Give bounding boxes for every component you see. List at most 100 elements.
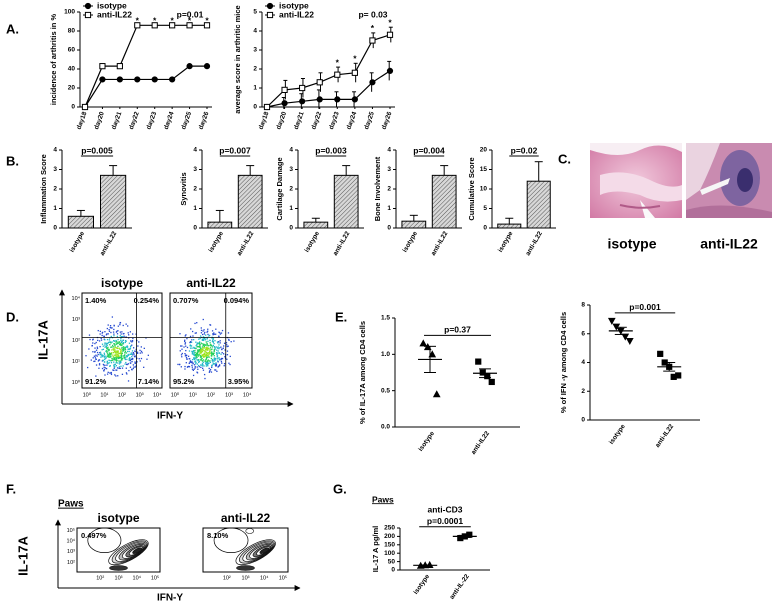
event-dot xyxy=(228,339,230,342)
event-dot xyxy=(215,365,217,367)
event-dot xyxy=(94,356,97,358)
event-dot xyxy=(116,369,118,371)
event-dot xyxy=(106,364,108,366)
event-dot xyxy=(109,356,111,358)
marker xyxy=(299,84,306,92)
y-tick-label: 10⁴ xyxy=(67,538,76,545)
event-dot xyxy=(126,346,129,348)
y-tick-label: 250 xyxy=(384,525,395,532)
x-tick-label: day24 xyxy=(163,111,176,131)
event-dot xyxy=(115,369,117,371)
event-dot xyxy=(207,345,209,347)
event-dot xyxy=(116,342,119,344)
event-dot xyxy=(218,331,220,333)
event-dot xyxy=(194,332,196,334)
event-dot xyxy=(205,356,207,358)
event-dot xyxy=(216,349,218,351)
event-dot xyxy=(203,355,205,357)
event-dot xyxy=(117,338,119,341)
event-dot xyxy=(185,357,188,359)
event-dot xyxy=(114,359,116,361)
y-tick-label: 40 xyxy=(68,66,76,73)
annotation: p=0.02 xyxy=(511,145,538,155)
event-dot xyxy=(97,360,100,362)
event-dot xyxy=(206,360,208,362)
event-dot xyxy=(107,355,109,357)
y-tick-label: 15 xyxy=(480,166,488,173)
marker xyxy=(151,22,158,29)
y-tick-label: 2 xyxy=(253,66,257,73)
event-dot xyxy=(190,345,192,347)
event-dot xyxy=(188,365,190,368)
bar xyxy=(497,223,522,229)
y-tick-label: 0 xyxy=(71,104,75,111)
event-dot xyxy=(195,352,198,355)
event-dot xyxy=(190,361,192,363)
event-dot xyxy=(208,348,210,350)
event-dot xyxy=(106,373,109,375)
event-dot xyxy=(216,370,218,373)
y-tick-label: 100 xyxy=(64,9,75,16)
event-dot xyxy=(139,352,141,354)
y-tick-label: 4 xyxy=(253,28,257,35)
event-dot xyxy=(213,343,215,345)
event-dot xyxy=(109,352,111,355)
event-dot xyxy=(103,335,105,337)
event-dot xyxy=(108,353,110,355)
event-dot xyxy=(194,360,197,362)
x-tick-label: day24 xyxy=(345,111,358,131)
event-dot xyxy=(85,355,87,357)
x-tick-label: day20 xyxy=(275,111,288,131)
event-dot xyxy=(191,351,194,353)
y-tick-label: 2 xyxy=(581,388,585,395)
event-dot xyxy=(125,340,127,342)
event-dot xyxy=(197,354,200,356)
annotation: p=0.005 xyxy=(81,145,113,155)
event-dot xyxy=(114,363,116,366)
event-dot xyxy=(126,373,128,375)
x-tick-label: anti-IL22 xyxy=(236,230,256,257)
y-tick-label: 20 xyxy=(68,85,76,92)
event-dot xyxy=(209,352,211,355)
y-axis-label: % of IFN -γ among CD4 cells xyxy=(559,312,568,413)
event-dot xyxy=(218,359,221,361)
event-dot xyxy=(119,335,121,337)
event-dot xyxy=(112,369,114,371)
event-dot xyxy=(109,344,111,346)
event-dot xyxy=(219,347,221,349)
event-dot xyxy=(214,364,217,366)
event-dot xyxy=(114,354,116,356)
marker xyxy=(369,79,376,86)
event-dot xyxy=(201,346,204,348)
event-dot xyxy=(115,357,117,360)
event-dot xyxy=(193,346,195,349)
y-axis-label: Cumulative Score xyxy=(467,157,476,220)
x-tick-label: isotype xyxy=(304,230,322,254)
event-dot xyxy=(127,332,129,334)
event-dot xyxy=(186,354,188,357)
event-dot xyxy=(107,362,109,365)
x-tick-label: day21 xyxy=(110,111,123,131)
event-dot xyxy=(199,346,201,349)
event-dot xyxy=(115,365,118,367)
event-dot xyxy=(201,360,204,362)
event-dot xyxy=(115,347,117,349)
event-dot xyxy=(204,350,207,352)
event-dot xyxy=(117,353,119,355)
event-dot xyxy=(136,357,138,359)
event-dot xyxy=(220,360,223,363)
event-dot xyxy=(138,341,140,343)
event-dot xyxy=(211,330,214,332)
event-dot xyxy=(105,334,108,336)
event-dot xyxy=(201,357,203,360)
event-dot xyxy=(124,347,126,349)
event-dot xyxy=(104,339,106,341)
event-dot xyxy=(109,372,111,374)
event-dot xyxy=(116,330,118,333)
event-dot xyxy=(208,360,210,362)
marker xyxy=(475,358,482,365)
event-dot xyxy=(122,350,124,352)
event-dot xyxy=(113,324,115,327)
event-dot xyxy=(213,332,215,334)
axis-label: IFN-Y xyxy=(157,593,183,604)
